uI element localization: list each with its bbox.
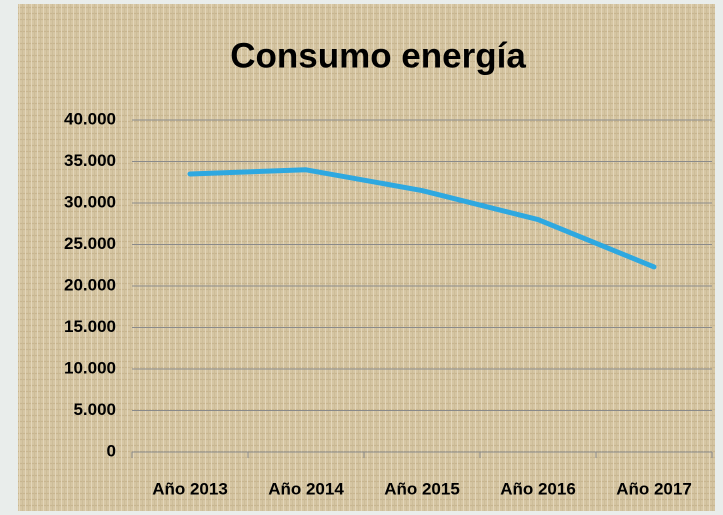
x-tick-label: Año 2016 xyxy=(500,479,576,498)
chart-area xyxy=(18,4,715,511)
y-tick-label: 35.000 xyxy=(64,151,116,170)
y-tick-label: 30.000 xyxy=(64,192,116,211)
y-tick-label: 10.000 xyxy=(64,358,116,377)
x-tick-label: Año 2014 xyxy=(268,479,344,498)
y-tick-label: 5.000 xyxy=(73,400,116,419)
x-tick-label: Año 2017 xyxy=(616,479,692,498)
y-tick-label: 25.000 xyxy=(64,234,116,253)
data-line xyxy=(187,167,657,270)
y-tick-label: 40.000 xyxy=(64,109,116,128)
y-tick-label: 0 xyxy=(107,441,116,460)
chart-title: Consumo energía xyxy=(230,36,526,75)
y-tick-label: 20.000 xyxy=(64,275,116,294)
y-tick-label: 15.000 xyxy=(64,317,116,336)
x-tick-label: Año 2013 xyxy=(152,479,228,498)
x-tick-label: Año 2015 xyxy=(384,479,460,498)
